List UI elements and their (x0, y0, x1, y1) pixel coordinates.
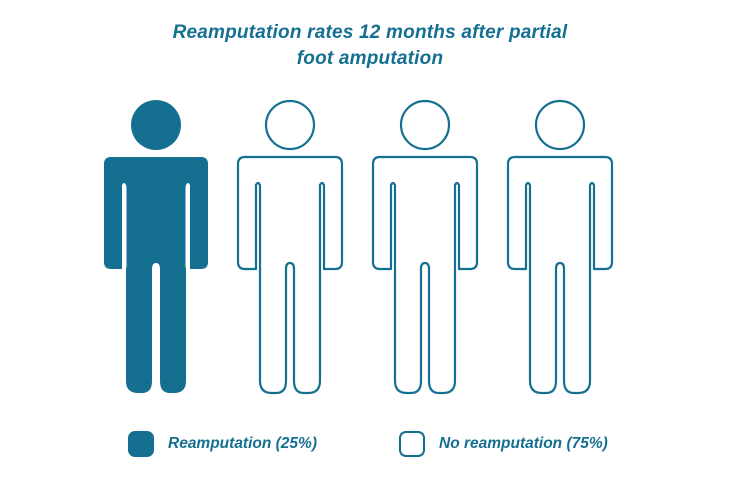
person-head (399, 99, 451, 151)
person-head (264, 99, 316, 151)
person-body (104, 157, 208, 393)
person-head (534, 99, 586, 151)
person-icon-outline-2 (236, 99, 344, 395)
person-body (506, 155, 614, 395)
chart-title: Reamputation rates 12 months after parti… (0, 20, 740, 72)
legend-label-reamputation: Reamputation (25%) (168, 435, 317, 452)
chart-title-line-2: foot amputation (296, 48, 444, 69)
person-body (236, 155, 344, 395)
legend-swatch-filled (128, 431, 154, 457)
person-icon-outline-3 (371, 99, 479, 395)
person-icon-outline-4 (506, 99, 614, 395)
person-body (371, 155, 479, 395)
legend-label-no-reamputation: No reamputation (75%) (439, 435, 608, 452)
person-head (131, 100, 181, 150)
legend-swatch-outline (399, 431, 425, 457)
legend-item-no-reamputation: No reamputation (75%) (399, 426, 608, 462)
person-icon-filled-1 (104, 100, 208, 393)
legend-item-reamputation: Reamputation (25%) (128, 426, 317, 462)
chart-title-line-1: Reamputation rates 12 months after parti… (172, 22, 568, 43)
